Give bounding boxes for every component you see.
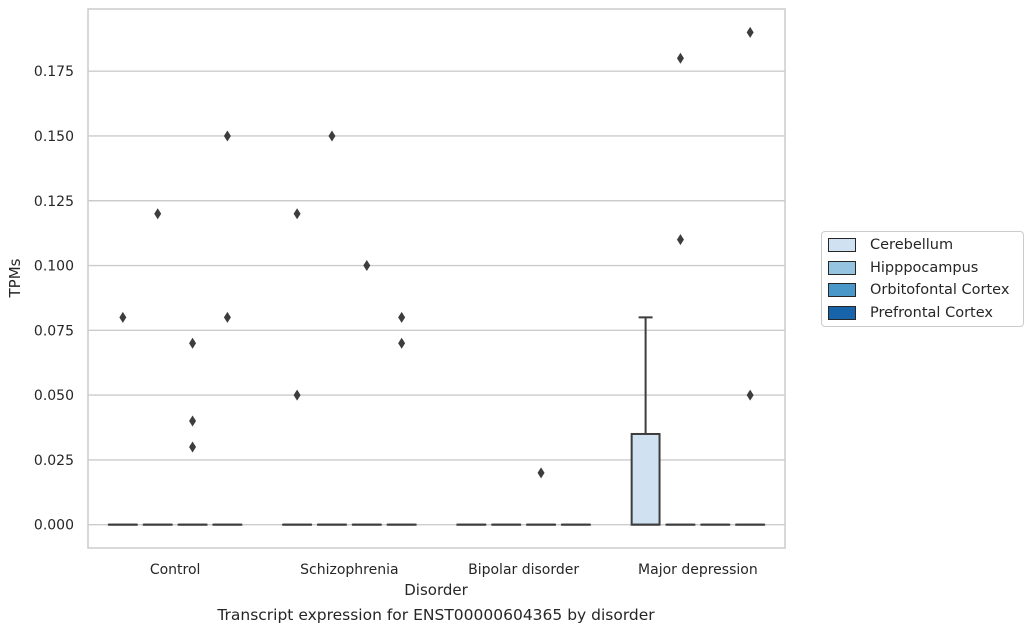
outlier-points: [119, 26, 754, 479]
legend-item-prefrontal-cortex: Prefrontal Cortex: [828, 303, 993, 323]
x-tick-label: Major depression: [638, 562, 758, 578]
outlier-point: [223, 130, 231, 142]
y-tick-label: 0.050: [34, 388, 74, 404]
y-tick-label: 0.150: [34, 129, 74, 145]
outlier-point: [328, 130, 336, 142]
plot-area-frame: [87, 8, 786, 549]
chart-caption: Transcript expression for ENST0000060436…: [217, 606, 655, 624]
legend-label-orbitofrontal-cortex: Orbitofontal Cortex: [870, 282, 1010, 298]
grid-lines: [88, 70, 785, 526]
legend-item-hippocampus: Hipppocampus: [828, 258, 978, 278]
legend-swatch-hippocampus: [828, 261, 856, 275]
outlier-point: [119, 311, 127, 323]
box-plot-boxes: [107, 316, 766, 526]
y-tick-labels: 0.000 0.025 0.050 0.075 0.100 0.125 0.150 0.175: [34, 64, 74, 533]
outlier-point: [537, 467, 545, 479]
y-tick-label: 0.100: [34, 259, 74, 275]
outlier-point: [223, 311, 231, 323]
outlier-point: [363, 260, 371, 272]
y-axis-label: TPMs: [6, 258, 24, 298]
outlier-point: [746, 26, 754, 38]
legend-label-prefrontal-cortex: Prefrontal Cortex: [870, 305, 993, 321]
outlier-point: [676, 234, 684, 246]
outlier-point: [746, 389, 754, 401]
y-tick-label: 0.000: [34, 518, 74, 534]
x-axis-label: Disorder: [404, 581, 468, 599]
outlier-point: [398, 311, 406, 323]
outlier-point: [189, 337, 197, 349]
outlier-point: [293, 208, 301, 220]
outlier-point: [676, 52, 684, 64]
legend-label-cerebellum: Cerebellum: [870, 237, 954, 253]
box: [630, 432, 661, 526]
legend-item-cerebellum: Cerebellum: [828, 235, 953, 255]
y-tick-label: 0.075: [34, 323, 74, 339]
legend-swatch-orbitofrontal-cortex: [828, 283, 856, 297]
legend-item-orbitofrontal-cortex: Orbitofontal Cortex: [828, 280, 1009, 300]
legend: Cerebellum Hipppocampus Orbitofontal Cor…: [821, 231, 1024, 327]
x-tick-label: Control: [150, 562, 201, 578]
legend-swatch-cerebellum: [828, 238, 856, 252]
legend-label-hippocampus: Hipppocampus: [870, 260, 979, 276]
x-tick-labels: Control Schizophrenia Bipolar disorder Majo…: [150, 562, 758, 578]
y-tick-label: 0.025: [34, 453, 74, 469]
outlier-point: [189, 415, 197, 427]
outlier-point: [398, 337, 406, 349]
outlier-point: [154, 208, 162, 220]
x-tick-label: Schizophrenia: [300, 562, 398, 578]
legend-swatch-prefrontal-cortex: [828, 306, 856, 320]
outlier-point: [189, 441, 197, 453]
y-tick-label: 0.175: [34, 64, 74, 80]
x-tick-label: Bipolar disorder: [468, 562, 579, 578]
y-tick-label: 0.125: [34, 194, 74, 210]
outlier-point: [293, 389, 301, 401]
